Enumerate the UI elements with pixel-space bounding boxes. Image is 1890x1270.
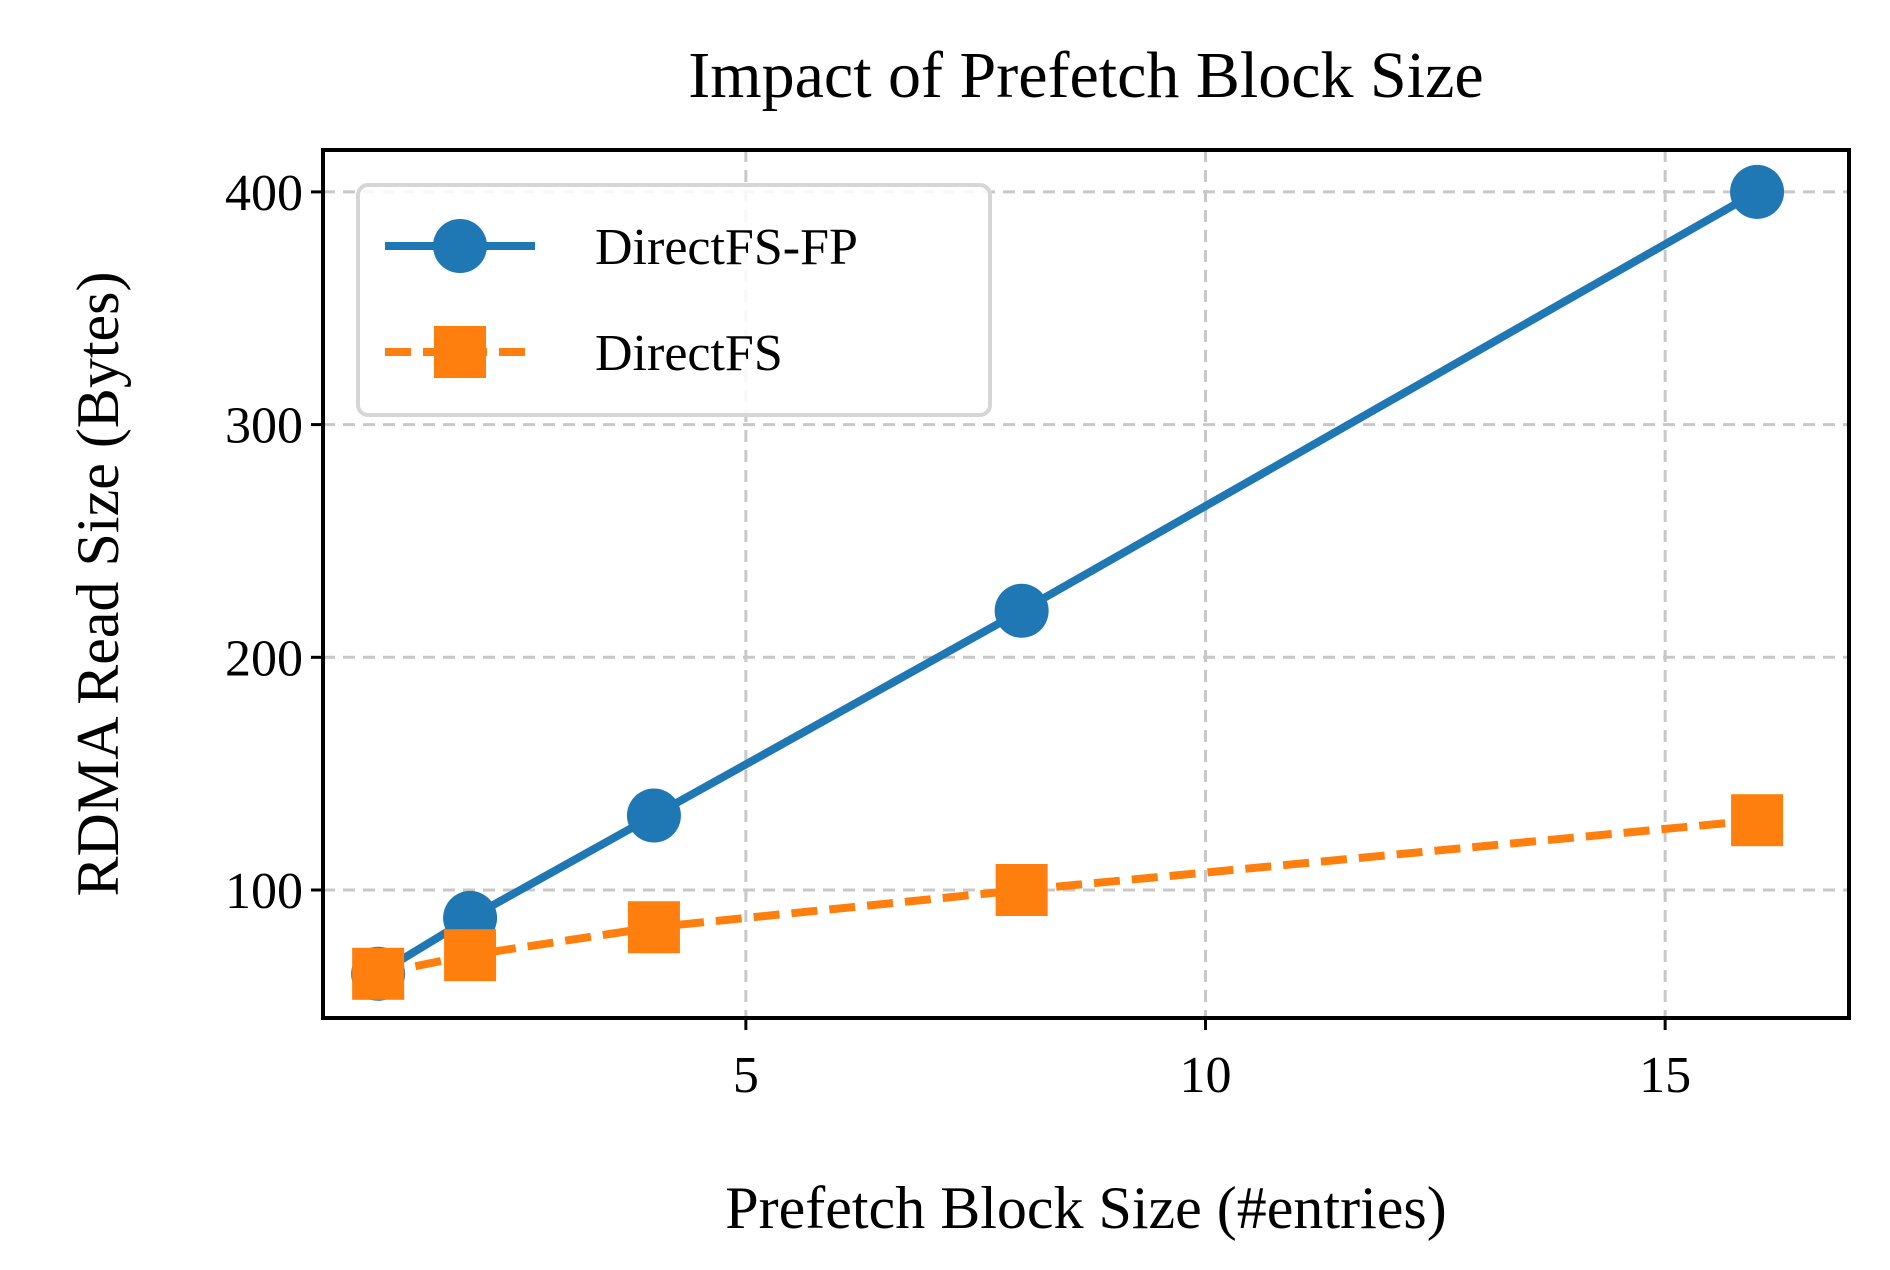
data-point bbox=[995, 864, 1048, 917]
legend-item: DirectFS bbox=[385, 325, 783, 382]
data-point bbox=[626, 788, 681, 843]
data-point bbox=[994, 583, 1049, 638]
legend-marker bbox=[434, 326, 486, 378]
y-axis-label: RDMA Read Size (Bytes) bbox=[65, 272, 131, 897]
series-layer bbox=[351, 164, 1785, 1001]
y-tick-label: 200 bbox=[225, 630, 303, 687]
y-tick-label: 100 bbox=[225, 863, 303, 920]
x-tick-label: 15 bbox=[1639, 1047, 1691, 1104]
legend-item: DirectFS-FP bbox=[385, 219, 858, 276]
y-tick-label: 400 bbox=[225, 165, 303, 222]
plot-frame bbox=[321, 148, 1851, 1020]
data-point bbox=[1730, 164, 1785, 219]
data-point bbox=[1731, 794, 1784, 847]
series-directfs-fp bbox=[351, 164, 1785, 1001]
legend-label: DirectFS bbox=[595, 325, 783, 382]
x-axis-label: Prefetch Block Size (#entries) bbox=[725, 1175, 1446, 1241]
data-point bbox=[627, 901, 680, 954]
chart-title: Impact of Prefetch Block Size bbox=[688, 39, 1483, 112]
series-directfs bbox=[352, 794, 1784, 1000]
y-tick-label: 300 bbox=[225, 398, 303, 455]
data-point bbox=[352, 947, 405, 1000]
legend: DirectFS-FP DirectFS bbox=[356, 183, 992, 417]
x-tick-label: 5 bbox=[733, 1047, 759, 1104]
legend-label: DirectFS-FP bbox=[595, 219, 858, 276]
data-point bbox=[444, 929, 497, 982]
x-tick-label: 10 bbox=[1180, 1047, 1232, 1104]
axis-ticks: 5 10 15 100 200 300 400 bbox=[225, 165, 1691, 1104]
legend-marker bbox=[433, 219, 487, 273]
series-line bbox=[377, 816, 1758, 978]
grid bbox=[323, 150, 1849, 1018]
